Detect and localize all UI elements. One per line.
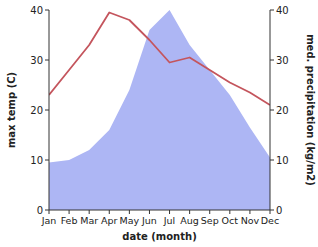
y-tick-label: 40 [30,5,43,16]
x-tick [149,210,150,214]
x-tick-label: Apr [101,215,118,226]
y2-tick-label: 30 [276,55,289,66]
x-tick-label: Jun [141,215,157,226]
y2-tick-label: 40 [276,5,289,16]
x-tick [270,210,271,214]
y-tick [45,10,49,11]
y-tick [45,210,49,211]
x-tick-label: Feb [61,215,78,226]
y-tick [45,110,49,111]
plot-area [49,10,270,210]
y-tick-label: 30 [30,55,43,66]
x-tick [209,210,210,214]
x-tick [49,210,50,214]
y2-tick [270,210,274,211]
x-tick-label: May [120,215,140,226]
x-tick-label: Nov [241,215,260,226]
y2-tick [270,110,274,111]
x-tick [249,210,250,214]
y-tick-label: 0 [37,205,43,216]
x-tick-label: Mar [80,215,98,226]
y-axis-label: max temp (C) [6,72,17,148]
y2-tick-label: 0 [276,205,282,216]
y-tick-label: 10 [30,155,43,166]
x-tick [129,210,130,214]
x-tick [89,210,90,214]
y2-axis-label: med. precipitation (kg/m2) [305,34,316,186]
x-tick-label: Aug [180,215,199,226]
x-tick [189,210,190,214]
x-tick-label: Jan [41,215,57,226]
y-tick-label: 20 [30,105,43,116]
y-tick [45,60,49,61]
precip-area [49,10,270,210]
y-tick [45,160,49,161]
x-tick [229,210,230,214]
temp-line [49,13,270,106]
chart: 0 10 20 30 40 0 10 20 30 40 Jan FebMarAprMayJun Jul A… [0,0,318,247]
y2-tick [270,10,274,11]
x-tick-label: Jul [163,215,175,226]
x-tick [169,210,170,214]
y2-tick-label: 20 [276,105,289,116]
x-tick [109,210,110,214]
x-tick-label: Dec [261,215,279,226]
x-axis-line [49,210,270,211]
x-tick [69,210,70,214]
y2-tick [270,160,274,161]
x-tick-label: Sep [201,215,219,226]
x-tick-label: Oct [222,215,239,226]
y2-tick [270,60,274,61]
y2-tick-label: 10 [276,155,289,166]
x-axis-label: date (month) [122,231,196,242]
